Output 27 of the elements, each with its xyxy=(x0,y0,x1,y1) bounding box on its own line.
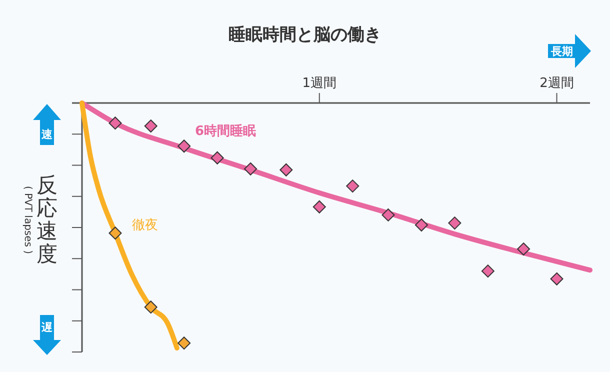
point xyxy=(448,216,462,230)
point xyxy=(382,208,395,222)
x-tick-label: 1週間 xyxy=(302,76,337,91)
point xyxy=(144,300,158,314)
point xyxy=(414,218,428,232)
point xyxy=(178,336,191,350)
point xyxy=(550,272,564,286)
text: ( PVT lapses ) xyxy=(22,186,33,254)
x-tick-label: 2週間 xyxy=(540,76,574,91)
text: 速 xyxy=(40,128,54,141)
point xyxy=(108,226,122,240)
text: 長期 xyxy=(550,45,573,58)
point xyxy=(517,242,530,256)
y-axis-title: 反応速度 xyxy=(36,173,58,266)
point xyxy=(312,200,326,214)
chart-title: 睡眠時間と脳の働き xyxy=(228,25,382,45)
point xyxy=(108,116,122,130)
point xyxy=(144,120,158,133)
series-label: 6時間睡眠 xyxy=(195,123,256,139)
point xyxy=(280,163,293,176)
point xyxy=(244,162,258,176)
text: 遅 xyxy=(40,321,52,334)
series-label: 徹夜 xyxy=(132,217,158,233)
point xyxy=(481,264,494,278)
point xyxy=(178,140,191,153)
point xyxy=(210,151,224,164)
point xyxy=(346,180,360,193)
